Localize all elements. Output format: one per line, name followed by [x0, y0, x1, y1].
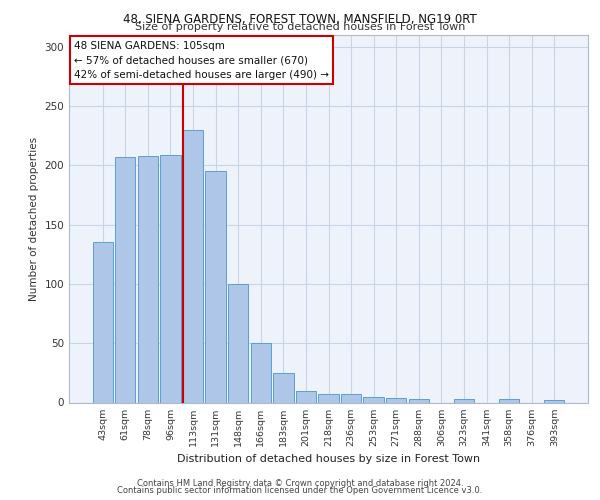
Bar — [205, 172, 226, 402]
Bar — [138, 156, 158, 402]
Bar — [296, 390, 316, 402]
Bar — [544, 400, 565, 402]
Text: 48, SIENA GARDENS, FOREST TOWN, MANSFIELD, NG19 0RT: 48, SIENA GARDENS, FOREST TOWN, MANSFIEL… — [123, 12, 477, 26]
Bar — [273, 373, 293, 402]
Text: Size of property relative to detached houses in Forest Town: Size of property relative to detached ho… — [135, 22, 465, 32]
X-axis label: Distribution of detached houses by size in Forest Town: Distribution of detached houses by size … — [177, 454, 480, 464]
Bar — [251, 343, 271, 402]
Bar — [160, 154, 181, 402]
Bar — [92, 242, 113, 402]
Bar — [319, 394, 338, 402]
Bar — [409, 399, 429, 402]
Y-axis label: Number of detached properties: Number of detached properties — [29, 136, 39, 301]
Text: Contains HM Land Registry data © Crown copyright and database right 2024.: Contains HM Land Registry data © Crown c… — [137, 478, 463, 488]
Bar — [341, 394, 361, 402]
Bar — [228, 284, 248, 403]
Bar — [364, 396, 384, 402]
Bar — [115, 157, 136, 402]
Text: Contains public sector information licensed under the Open Government Licence v3: Contains public sector information licen… — [118, 486, 482, 495]
Bar — [499, 399, 519, 402]
Bar — [183, 130, 203, 402]
Text: 48 SIENA GARDENS: 105sqm
← 57% of detached houses are smaller (670)
42% of semi-: 48 SIENA GARDENS: 105sqm ← 57% of detach… — [74, 40, 329, 80]
Bar — [386, 398, 406, 402]
Bar — [454, 399, 474, 402]
